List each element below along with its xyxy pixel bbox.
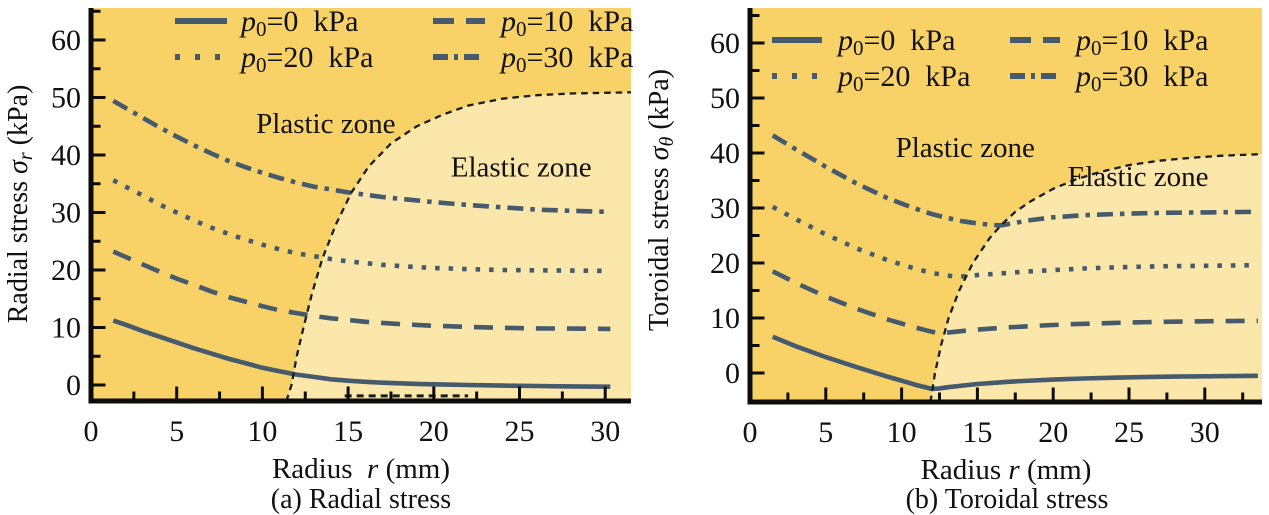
x-tick-label: 10 [247, 415, 277, 448]
series-p0-0 [112, 318, 611, 389]
y-tick-label: 10 [710, 302, 740, 335]
x-tick-label: 10 [887, 416, 917, 449]
legend-label-p0-30: p0=30 kPa [1074, 60, 1208, 96]
y-tick-labels: 0 10 20 30 40 50 60 [710, 27, 740, 390]
legend-label-p0-20: p0=20 kPa [239, 41, 373, 77]
y-tick-label: 60 [710, 27, 740, 60]
series-p0-0 [771, 334, 1258, 392]
zone-label-elastic: Elastic zone [1068, 161, 1209, 193]
tick-marks [89, 9, 607, 399]
elastic-zone-fill [286, 92, 631, 401]
y-tick-label: 20 [51, 254, 81, 287]
y-tick-label: 30 [710, 192, 740, 225]
y-tick-label: 40 [51, 139, 81, 172]
x-tick-label: 20 [1038, 416, 1068, 449]
zone-label-elastic: Elastic zone [451, 151, 592, 183]
y-tick-label: 50 [51, 82, 81, 115]
legend-label-p0-0: p0=0 kPa [836, 24, 955, 60]
x-tick-label: 0 [84, 415, 99, 448]
x-tick-label: 25 [505, 415, 535, 448]
x-tick-label: 20 [419, 415, 449, 448]
legend-item-p0-0: p0=0 kPa [175, 5, 358, 41]
legend-label-p0-20: p0=20 kPa [836, 60, 970, 96]
x-tick-label: 5 [818, 416, 833, 449]
x-tick-label: 15 [333, 415, 363, 448]
legend-label-p0-30: p0=30 kPa [499, 41, 633, 77]
y-tick-label: 0 [66, 369, 81, 402]
y-tick-label: 30 [51, 197, 81, 230]
chart-b: Plastic zone Elastic zone 0 5 10 15 20 25 30 0 10 2… [644, 8, 1262, 486]
legend-label-p0-10: p0=10 kPa [1074, 24, 1208, 60]
x-tick-label: 30 [1190, 416, 1220, 449]
zone-label-plastic: Plastic zone [256, 108, 395, 140]
x-tick-label: 30 [590, 415, 620, 448]
caption-toroidal-stress: (b) Toroidal stress [905, 484, 1109, 515]
y-tick-label: 10 [51, 312, 81, 345]
series-p0-10 [771, 269, 1258, 336]
chart-a: Plastic zone Elastic zone 0 5 10 15 20 25 30 0 10 2… [3, 5, 633, 485]
zone-label-plastic: Plastic zone [896, 132, 1035, 164]
y-tick-label: 40 [710, 137, 740, 170]
y-axis-label: Radial stress σr (kPa) [3, 85, 37, 324]
legend-item-p0-30: p0=30 kPa [433, 41, 633, 77]
x-tick-label: 15 [962, 416, 992, 449]
elastic-zone-fill [930, 154, 1262, 402]
x-tick-label: 5 [169, 415, 184, 448]
y-tick-label: 50 [710, 82, 740, 115]
x-tick-label: 25 [1114, 416, 1144, 449]
legend-item-p0-10: p0=10 kPa [1010, 24, 1208, 60]
legend: p0=0 kPa p0=10 kPa p0=20 kPa p0=30 kPa [175, 5, 633, 77]
caption-radial-stress: (a) Radial stress [270, 484, 452, 515]
y-tick-label: 60 [51, 24, 81, 57]
y-tick-label: 20 [710, 247, 740, 280]
series-p0-20 [112, 178, 611, 274]
tick-marks [748, 14, 1245, 400]
legend-item-p0-30: p0=30 kPa [1010, 60, 1208, 96]
legend-item-p0-20: p0=20 kPa [175, 41, 373, 77]
x-axis-label: Radius r (mm) [272, 453, 450, 485]
zone-boundary-line [285, 91, 631, 401]
series-p0-20 [771, 204, 1258, 280]
series-p0-10 [112, 249, 611, 332]
x-tick-labels: 0 5 10 15 20 25 30 [743, 416, 1220, 449]
x-tick-labels: 0 5 10 15 20 25 30 [84, 415, 621, 448]
legend-item-p0-0: p0=0 kPa [772, 24, 955, 60]
legend-label-p0-10: p0=10 kPa [499, 5, 633, 41]
y-axis-label: Toroidal stress σθ (kPa) [644, 69, 678, 331]
legend: p0=0 kPa p0=10 kPa p0=20 kPa p0=30 kPa [772, 24, 1208, 96]
legend-item-p0-10: p0=10 kPa [433, 5, 633, 41]
zone-boundary-line [929, 152, 1262, 402]
legend-item-p0-20: p0=20 kPa [772, 60, 970, 96]
y-tick-labels: 0 10 20 30 40 50 60 [51, 24, 81, 402]
series-p0-30 [771, 133, 1258, 228]
series-p0-30 [112, 98, 611, 215]
x-tick-label: 0 [743, 416, 758, 449]
legend-label-p0-0: p0=0 kPa [239, 5, 358, 41]
x-axis-label: Radius r (mm) [921, 454, 1092, 486]
y-tick-label: 0 [725, 357, 740, 390]
